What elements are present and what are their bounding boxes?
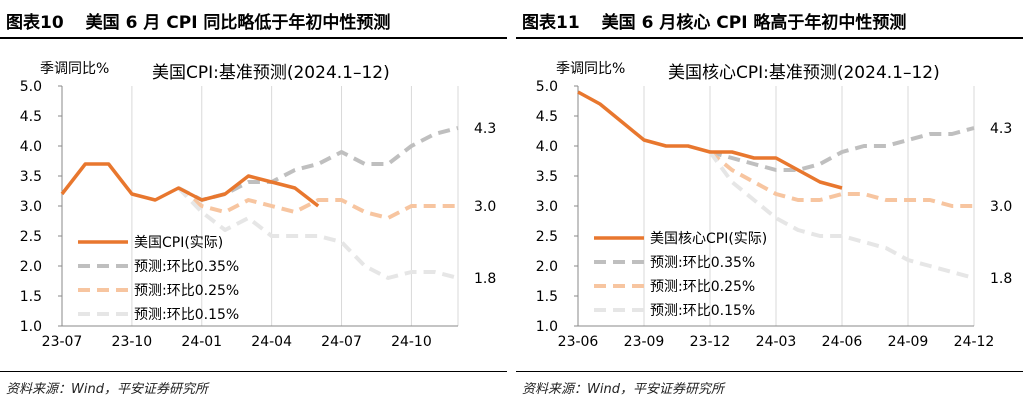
y-tick-label: 2.0: [536, 259, 558, 275]
series-line: [709, 126, 975, 172]
chart-title: 美国CPI:基准预测(2024.1–12): [152, 63, 390, 83]
y-tick-label: 1.5: [20, 289, 42, 305]
legend-label: 美国核心CPI(实际): [650, 231, 767, 247]
x-tick-label: 24-03: [756, 334, 797, 350]
y-tick-label: 3.0: [20, 199, 42, 215]
y-tick-label: 4.0: [536, 139, 558, 155]
y-tick-label: 2.5: [536, 229, 558, 245]
x-tick-label: 24-07: [321, 334, 362, 350]
legend-label: 预测:环比0.25%: [134, 283, 239, 299]
y-tick-label: 2.5: [20, 229, 42, 245]
legend-label: 美国CPI(实际): [134, 235, 223, 251]
series-line: [177, 186, 459, 280]
end-value-label: 1.8: [990, 271, 1012, 287]
x-tick-label: 24-01: [181, 334, 222, 350]
series-line: [177, 186, 458, 220]
series-line: [708, 150, 974, 208]
core-cpi-forecast-chart: 23-06 23-09 23-12 24-03 24-06 24-09 24-12 1.0 1.…: [536, 61, 1013, 350]
legend-label: 预测:环比0.15%: [134, 307, 239, 323]
y-tick-label: 2.0: [20, 259, 42, 275]
figure-title: 美国 6 月 CPI 同比略低于年初中性预测: [85, 13, 391, 33]
end-value-label: 3.0: [474, 199, 496, 215]
y-axis-label: 季调同比%: [40, 61, 109, 77]
x-tick-label: 24-04: [251, 334, 292, 350]
source-note: 资料来源：Wind，平安证券研究所: [522, 382, 724, 397]
legend-label: 预测:环比0.15%: [650, 303, 755, 319]
x-tick-label: 24-12: [954, 334, 995, 350]
x-tick-label: 23-12: [690, 334, 731, 350]
series-line: [708, 150, 975, 280]
cpi-forecast-chart: 23-07 23-10 24-01 24-04 24-07 24-10 1.0 1.5 2.0 2…: [20, 61, 497, 350]
x-tick-label: 23-07: [42, 334, 83, 350]
end-value-label: 3.0: [990, 199, 1012, 215]
y-tick-label: 5.0: [20, 79, 42, 95]
y-tick-label: 1.0: [536, 319, 558, 335]
figure-label: 图表10: [6, 13, 64, 33]
series-line: [177, 126, 459, 202]
y-tick-label: 1.0: [20, 319, 42, 335]
chart-title: 美国核心CPI:基准预测(2024.1–12): [668, 63, 940, 83]
x-tick-label: 24-06: [822, 334, 863, 350]
y-tick-label: 4.5: [20, 109, 42, 125]
footer-rule: [516, 371, 1023, 372]
end-value-label: 1.8: [474, 271, 496, 287]
x-tick-label: 23-09: [624, 334, 665, 350]
x-tick-label: 24-09: [888, 334, 929, 350]
x-tick-label: 23-10: [112, 334, 153, 350]
y-tick-label: 4.0: [20, 139, 42, 155]
header-rule: [0, 37, 507, 39]
x-tick-label: 24-10: [391, 334, 432, 350]
series-line: [60, 162, 320, 208]
legend-label: 预测:环比0.35%: [650, 255, 755, 271]
figure-panel-left: 图表10 美国 6 月 CPI 同比略低于年初中性预测 23-07 23-10 24-…: [0, 0, 507, 412]
y-tick-label: 3.0: [536, 199, 558, 215]
series-line: [577, 90, 843, 190]
y-tick-label: 4.5: [536, 109, 558, 125]
y-axis-label: 季调同比%: [556, 61, 625, 77]
legend-label: 预测:环比0.25%: [650, 279, 755, 295]
figure-header: 图表10 美国 6 月 CPI 同比略低于年初中性预测: [6, 8, 507, 34]
end-value-label: 4.3: [990, 121, 1012, 137]
header-rule: [516, 37, 1023, 39]
figure-title: 美国 6 月核心 CPI 略高于年初中性预测: [601, 13, 907, 33]
end-value-label: 4.3: [474, 121, 496, 137]
y-tick-label: 1.5: [536, 289, 558, 305]
footer-rule: [0, 371, 507, 372]
y-tick-label: 3.5: [536, 169, 558, 185]
x-tick-label: 23-06: [558, 334, 599, 350]
figure-header: 图表11 美国 6 月核心 CPI 略高于年初中性预测: [522, 8, 1023, 34]
y-tick-label: 5.0: [536, 79, 558, 95]
y-tick-label: 3.5: [20, 169, 42, 185]
source-note: 资料来源：Wind，平安证券研究所: [6, 382, 208, 397]
legend-label: 预测:环比0.35%: [134, 259, 239, 275]
figure-panel-right: 图表11 美国 6 月核心 CPI 略高于年初中性预测 23-06 23-09 23-…: [516, 0, 1023, 412]
figure-label: 图表11: [522, 13, 580, 33]
